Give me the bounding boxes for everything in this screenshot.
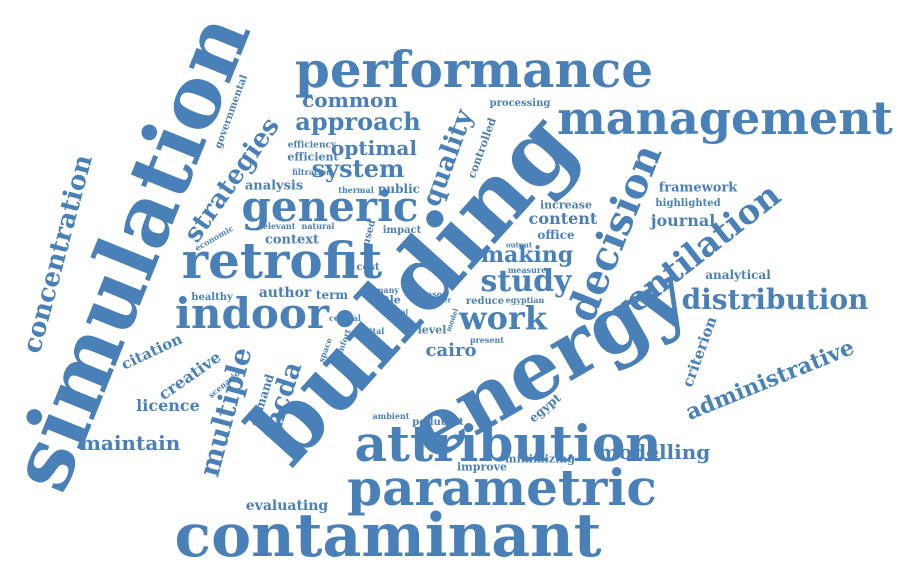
word-content: content [528,209,598,228]
word-context: context [264,232,320,248]
word-system: system [311,154,405,183]
word-attribution: attribution [354,414,662,473]
word-framework: framework [658,180,738,196]
word-level: level [417,323,447,337]
word-approach: approach [295,107,421,136]
word-parametric: parametric [347,458,657,517]
word-minimizing: minimizing [505,452,575,466]
word-title: title [375,293,401,307]
word-egyptian: egyptian [505,295,545,305]
word-case: case [422,289,442,299]
word-cairo: cairo [425,340,477,361]
word-public: public [378,182,420,196]
word-journal: journal [650,211,716,230]
word-reduce: reduce [465,296,505,307]
word-efficient: efficient [287,150,339,164]
word-management: management [557,91,893,145]
word-ambient: ambient [372,411,410,421]
word-present: present [469,335,505,345]
word-common: common [302,88,398,112]
word-capital: capital [353,326,385,336]
word-total: total [389,307,409,317]
word-improve: improve [456,460,508,474]
word-central: central [329,313,361,323]
word-thermal: thermal [338,185,374,195]
word-measure: measure [507,265,547,275]
word-study: study [480,264,572,299]
word-generic: generic [241,182,419,231]
word-analytical: analytical [705,268,771,282]
word-paper: paper [428,295,452,305]
word-filtration: filtration [292,167,332,177]
word-increase: increase [540,198,592,212]
word-office: office [537,228,575,242]
word-maintain: maintain [79,431,181,455]
word-natural: natural [301,221,335,231]
word-processing: processing [489,98,551,109]
word-healthy: healthy [191,292,233,303]
word-output: output [505,240,533,250]
word-performance: performance [294,40,654,99]
word-modelling: modelling [597,440,711,464]
word-impact: impact [382,225,422,236]
word-efficiency: efficiency [287,140,337,151]
word-distribution: distribution [681,283,869,316]
word-cost: cost [356,262,380,273]
word-licence: licence [136,396,200,415]
word-pollutant: pollutant [412,417,464,428]
word-optimal: optimal [331,136,417,160]
word-many: many [374,285,400,295]
word-term: term [315,288,349,302]
word-work: work [459,299,547,337]
word-highlighted: highlighted [655,198,721,209]
word-contaminant: contaminant [174,501,602,568]
word-retrofit: retrofit [181,231,383,290]
word-relevant: relevant [258,221,296,231]
word-author: author [258,285,312,301]
word-analysis: analysis [244,178,304,194]
word-indoor: indoor [174,289,330,338]
word-making: making [480,242,574,268]
word-evaluating: evaluating [245,498,329,514]
